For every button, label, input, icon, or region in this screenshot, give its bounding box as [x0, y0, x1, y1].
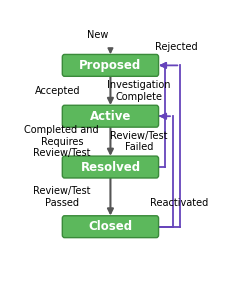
FancyBboxPatch shape — [62, 216, 159, 238]
FancyBboxPatch shape — [62, 55, 159, 76]
Text: Rejected: Rejected — [155, 42, 198, 52]
Text: Closed: Closed — [88, 220, 132, 233]
Text: Proposed: Proposed — [79, 59, 141, 72]
FancyBboxPatch shape — [62, 105, 159, 127]
Text: Accepted: Accepted — [35, 86, 81, 96]
Text: Completed and
Requires
Review/Test: Completed and Requires Review/Test — [24, 125, 99, 158]
Text: Review/Test
Failed: Review/Test Failed — [110, 131, 168, 152]
Text: Investigation
Complete: Investigation Complete — [107, 80, 171, 102]
Text: Active: Active — [90, 110, 131, 123]
Text: New: New — [87, 30, 108, 40]
Text: Resolved: Resolved — [80, 160, 141, 174]
FancyBboxPatch shape — [62, 156, 159, 178]
Text: Review/Test
Passed: Review/Test Passed — [33, 186, 91, 208]
Text: Reactivated: Reactivated — [150, 199, 209, 208]
